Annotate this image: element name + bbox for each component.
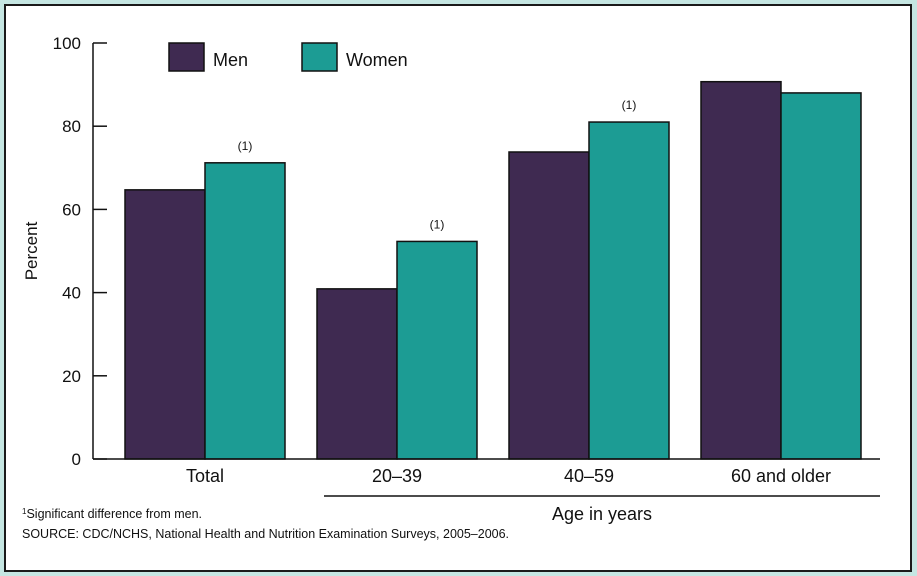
- chart-frame: (1) Total (1) 20–39 (1) 40–59 60 and older 0 20 4…: [4, 4, 912, 572]
- x-tick-label-20-39: 20–39: [372, 466, 422, 486]
- y-tick-label-20: 20: [62, 367, 81, 386]
- legend-swatch-women: [301, 42, 338, 72]
- legend-label-women: Women: [346, 50, 408, 70]
- bar-women-60-and-older: [780, 92, 862, 460]
- annotation-20-39: (1): [430, 217, 445, 231]
- significance-footnote: 1Significant difference from men.: [22, 507, 202, 521]
- x-tick-label-60-and-older: 60 and older: [731, 466, 831, 486]
- bar-men-total: [124, 189, 206, 460]
- footnote-text: Significant difference from men.: [26, 507, 203, 521]
- bar-women-40-59: [588, 121, 670, 460]
- annotation-40-59: (1): [622, 98, 637, 112]
- x-axis-title: Age in years: [552, 504, 652, 524]
- y-axis-title: Percent: [22, 221, 41, 280]
- footnote-marker: 1: [22, 507, 27, 516]
- bar-men-40-59: [508, 151, 590, 460]
- bar-women-total: [204, 162, 286, 460]
- annotation-total: (1): [238, 139, 253, 153]
- y-tick-label-100: 100: [53, 34, 81, 53]
- x-tick-label-40-59: 40–59: [564, 466, 614, 486]
- y-tick-label-0: 0: [72, 450, 81, 469]
- bar-women-20-39: [396, 240, 478, 460]
- legend-label-men: Men: [213, 50, 248, 70]
- bar-men-60-and-older: [700, 80, 782, 460]
- x-tick-label-total: Total: [186, 466, 224, 486]
- source-note: SOURCE: CDC/NCHS, National Health and Nu…: [22, 527, 510, 541]
- bar-chart: (1) Total (1) 20–39 (1) 40–59 60 and older 0 20 4…: [22, 34, 880, 524]
- bar-men-20-39: [316, 288, 398, 460]
- y-tick-label-80: 80: [62, 117, 81, 136]
- legend-swatch-men: [168, 42, 205, 72]
- y-tick-label-60: 60: [62, 200, 81, 219]
- y-tick-label-40: 40: [62, 284, 81, 303]
